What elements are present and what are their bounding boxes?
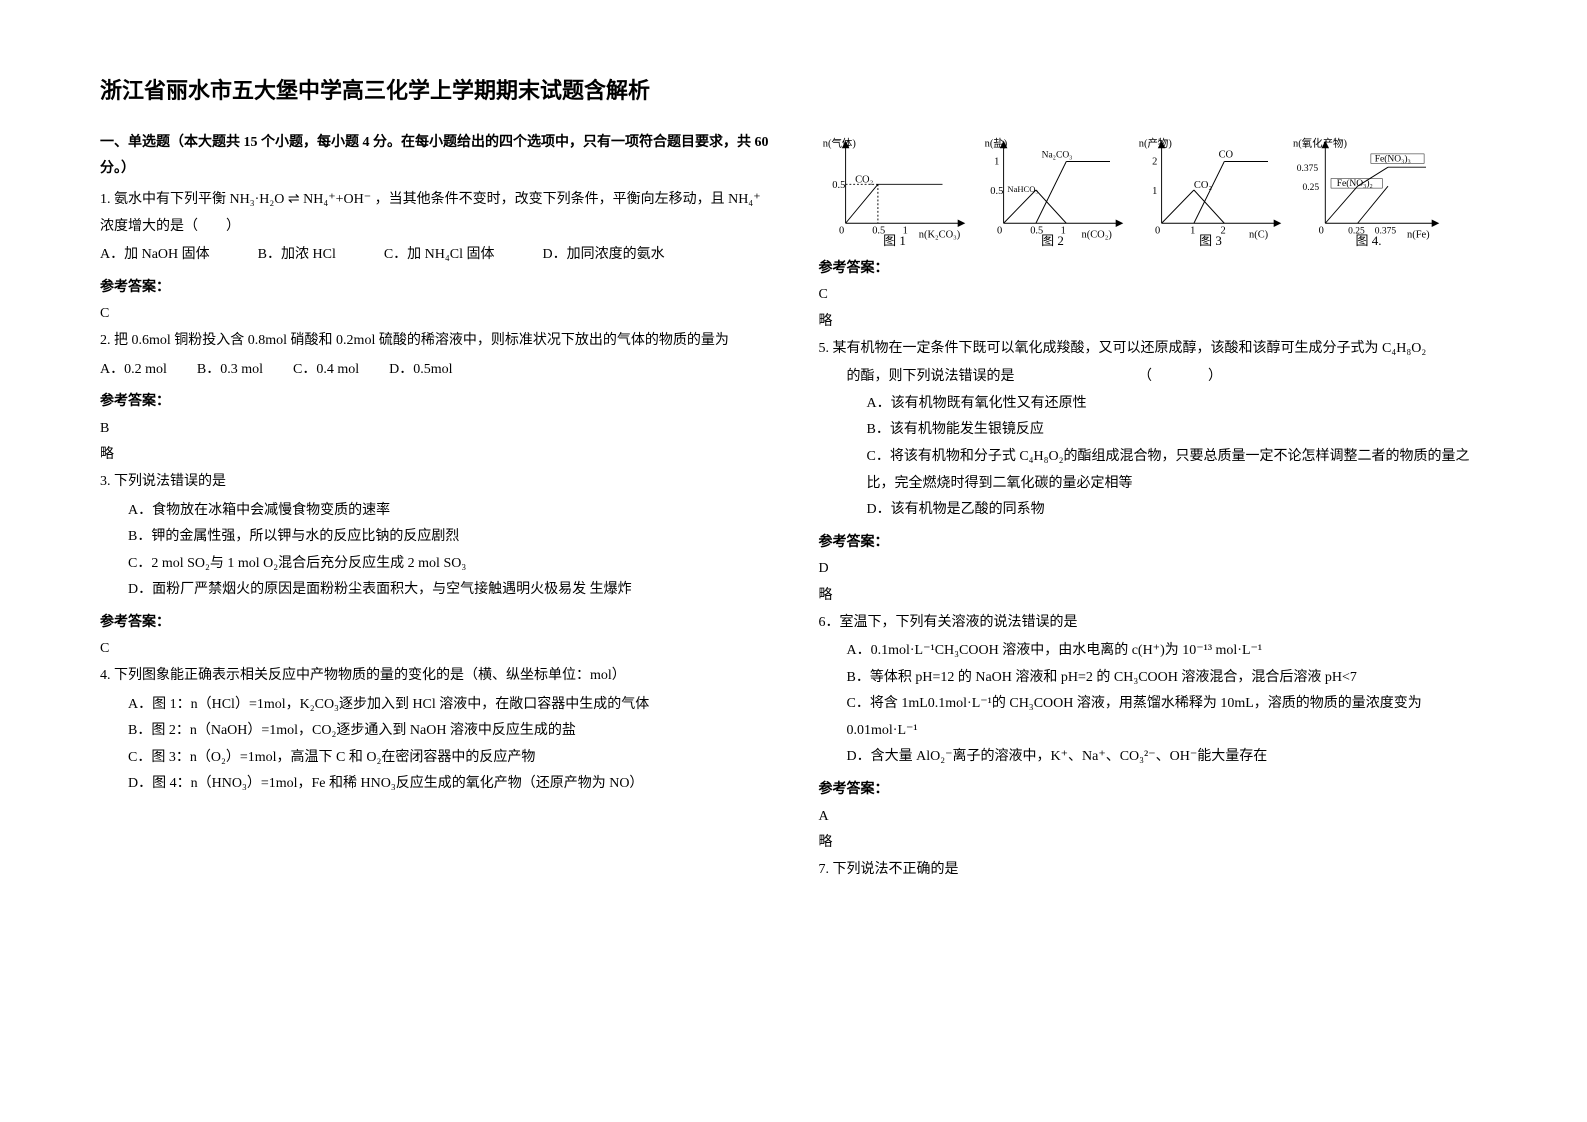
q2-opt-a: A．0.2 mol [100,357,167,384]
q5-stem2: 的酯，则下列说法错误的是 [847,369,1015,384]
svg-text:0.25: 0.25 [1302,183,1319,193]
section-header: 一、单选题（本大题共 15 个小题，每小题 4 分。在每小题给出的四个选项中，只… [100,130,769,183]
answer-label: 参考答案： [819,256,1488,283]
svg-text:NaHCO₃: NaHCO₃ [1007,184,1038,194]
q3-opt-a: A．食物放在冰箱中会减慢食物变质的速率 [100,498,769,525]
q2-options: A．0.2 mol B．0.3 mol C．0.4 mol D．0.5mol [100,357,769,384]
q1-answer: C [100,301,769,328]
svg-text:1: 1 [994,156,999,167]
right-column: n(气体) n(K₂CO₃) 0.5 0 0.5 1 CO₂ 图 1 [819,130,1488,886]
answer-label: 参考答案： [100,610,769,637]
q5-opt-c: C．将该有机物和分子式 C₄H₈O₂的酯组成混合物，只要总质量一定不论怎样调整二… [819,444,1488,497]
fig1-label: 图 1 [819,229,971,254]
q5-stem1: 5. 某有机物在一定条件下既可以氧化成羧酸，又可以还原成醇，该酸和该醇可生成分子… [819,336,1488,363]
svg-text:Na₂CO₃: Na₂CO₃ [1041,150,1072,160]
svg-text:n(盐): n(盐) [984,136,1007,149]
figures-row: n(气体) n(K₂CO₃) 0.5 0 0.5 1 CO₂ 图 1 [819,130,1488,250]
q1-opt-c: C．加 NH₄Cl 固体 [384,242,495,269]
q3-stem: 3. 下列说法错误的是 [100,469,769,496]
figure-2: n(盐) n(CO₂) 0.5 1 0 0.5 1 Na₂CO₃ NaHCO₃ … [977,130,1129,250]
svg-text:0.5: 0.5 [832,180,845,191]
svg-text:0.375: 0.375 [1296,164,1318,174]
q2-opt-c: C．0.4 mol [293,357,359,384]
q6-opt-d: D．含大量 AlO₂⁻离子的溶液中，K⁺、Na⁺、CO₃²⁻、OH⁻能大量存在 [819,744,1488,771]
svg-text:CO: CO [1218,149,1233,160]
q3-opt-d: D．面粉厂严禁烟火的原因是面粉粉尘表面积大，与空气接触遇明火极易发 生爆炸 [100,577,769,604]
q6-note: 略 [819,830,1488,857]
q5-opt-d: D．该有机物是乙酸的同系物 [819,497,1488,524]
q3-opt-b: B．钾的金属性强，所以钾与水的反应比钠的反应剧烈 [100,524,769,551]
left-column: 一、单选题（本大题共 15 个小题，每小题 4 分。在每小题给出的四个选项中，只… [100,130,769,886]
q4-opt-d: D．图 4：n（HNO₃）=1mol，Fe 和稀 HNO₃反应生成的氧化产物（还… [100,771,769,798]
q2-opt-d: D．0.5mol [389,357,452,384]
q1-opt-a: A．加 NaOH 固体 [100,242,210,269]
q5-opt-a: A．该有机物既有氧化性又有还原性 [819,391,1488,418]
q2-answer: B [100,416,769,443]
q4-note: 略 [819,309,1488,336]
q2-opt-b: B．0.3 mol [197,357,263,384]
fig3-label: 图 3 [1135,229,1287,254]
answer-label: 参考答案： [100,275,769,302]
svg-text:2: 2 [1152,156,1157,167]
svg-text:CO₂: CO₂ [1193,180,1211,191]
figure-3: n(产物) n(C) 1 2 0 1 2 CO CO₂ 图 3 [1135,130,1287,250]
q5-note: 略 [819,583,1488,610]
q4-answer: C [819,282,1488,309]
fig4-label: 图 4. [1293,229,1445,254]
svg-text:1: 1 [1152,186,1157,197]
q4-stem: 4. 下列图象能正确表示相关反应中产物物质的量的变化的是（横、纵坐标单位：mol… [100,663,769,690]
answer-label: 参考答案： [100,389,769,416]
q1-opt-d: D．加同浓度的氨水 [543,242,665,269]
figure-1: n(气体) n(K₂CO₃) 0.5 0 0.5 1 CO₂ 图 1 [819,130,971,250]
q7-stem: 7. 下列说法不正确的是 [819,857,1488,884]
figure-4: n(氧化产物) n(Fe) 0.25 0.375 0 0.25 0.375 Fe… [1293,130,1445,250]
q5-paren: （ ） [1138,369,1222,384]
svg-text:n(产物): n(产物) [1138,136,1172,149]
q6-opt-a: A．0.1mol·L⁻¹CH₃COOH 溶液中，由水电离的 c(H⁺)为 10⁻… [819,638,1488,665]
q2-note: 略 [100,442,769,469]
q1-stem: 1. 氨水中有下列平衡 NH₃·H₂O ⇌ NH₄⁺+OH⁻ ，当其他条件不变时… [100,187,769,240]
svg-text:0.5: 0.5 [990,186,1003,197]
answer-label: 参考答案： [819,777,1488,804]
q3-answer: C [100,636,769,663]
q5-stem2-row: 的酯，则下列说法错误的是 （ ） [819,364,1488,391]
q1-opt-b: B．加浓 HCl [258,242,336,269]
svg-text:Fe(NO₃)₃: Fe(NO₃)₃ [1374,153,1410,164]
q5-opt-b: B．该有机物能发生银镜反应 [819,417,1488,444]
q6-stem: 6．室温下，下列有关溶液的说法错误的是 [819,610,1488,637]
q6-answer: A [819,804,1488,831]
q4-opt-b: B．图 2：n（NaOH）=1mol，CO₂逐步通入到 NaOH 溶液中反应生成… [100,718,769,745]
svg-text:n(氧化产物): n(氧化产物) [1293,136,1347,149]
q2-stem: 2. 把 0.6mol 铜粉投入含 0.8mol 硝酸和 0.2mol 硫酸的稀… [100,328,769,355]
q4-opt-c: C．图 3：n（O₂）=1mol，高温下 C 和 O₂在密闭容器中的反应产物 [100,745,769,772]
fig2-label: 图 2 [977,229,1129,254]
svg-text:CO₂: CO₂ [855,174,873,185]
answer-label: 参考答案： [819,530,1488,557]
q4-opt-a: A．图 1：n（HCl）=1mol，K₂CO₃逐步加入到 HCl 溶液中，在敞口… [100,692,769,719]
q1-options: A．加 NaOH 固体 B．加浓 HCl C．加 NH₄Cl 固体 D．加同浓度… [100,242,769,269]
page-title: 浙江省丽水市五大堡中学高三化学上学期期末试题含解析 [100,70,1487,112]
q6-opt-c: C．将含 1mL0.1mol·L⁻¹的 CH₃COOH 溶液，用蒸馏水稀释为 1… [819,691,1488,744]
svg-text:n(气体): n(气体) [822,136,856,149]
q6-opt-b: B．等体积 pH=12 的 NaOH 溶液和 pH=2 的 CH₃COOH 溶液… [819,665,1488,692]
svg-text:Fe(NO₃)₂: Fe(NO₃)₂ [1336,178,1372,189]
q5-answer: D [819,556,1488,583]
q3-opt-c: C．2 mol SO₂与 1 mol O₂混合后充分反应生成 2 mol SO₃ [100,551,769,578]
